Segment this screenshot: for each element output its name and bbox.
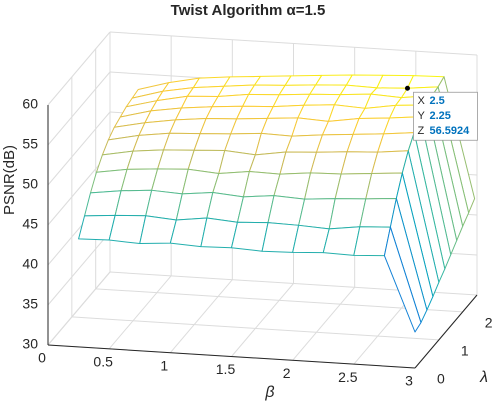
y-axis-label: λ <box>479 369 488 386</box>
grid-line <box>95 288 463 313</box>
mesh-cell <box>200 217 238 249</box>
x-tick-label: 1 <box>160 357 168 373</box>
datatip-label: Z <box>417 125 424 137</box>
datatip-marker <box>404 85 410 91</box>
x-axis-label: β <box>264 384 274 401</box>
x-tick-label: 0.5 <box>93 354 113 370</box>
datatip-label: Y <box>417 110 425 122</box>
x-tick-label: 3 <box>405 373 413 389</box>
grid-line <box>47 271 111 346</box>
z-tick-label: 30 <box>22 336 38 352</box>
mesh-cell <box>383 226 422 333</box>
y-tick-label: 0 <box>437 371 445 387</box>
z-tick-label: 35 <box>22 296 38 312</box>
grid-line <box>71 316 439 341</box>
datatip-value: 2.25 <box>429 110 450 122</box>
x-tick-label: 0 <box>38 350 46 366</box>
z-tick-label: 55 <box>22 136 38 152</box>
datatip-value: 2.5 <box>429 95 444 107</box>
y-tick-label: 2 <box>485 315 493 331</box>
y-axis <box>414 294 478 369</box>
datatip-value: 56.5924 <box>429 125 470 137</box>
grid-line <box>109 31 478 56</box>
x-axis <box>47 344 416 369</box>
grid-line <box>231 283 294 357</box>
mesh-cell <box>267 195 306 226</box>
datatip: X 2.5 Y 2.25 Z 56.5924 <box>413 91 478 141</box>
x-tick-label: 2.5 <box>338 369 358 385</box>
grid-line <box>108 275 172 350</box>
x-tick-label: 2 <box>283 365 291 381</box>
grid-line <box>47 71 111 146</box>
grid-line <box>292 287 356 361</box>
grid-line <box>47 31 111 106</box>
mesh-cell <box>206 192 244 223</box>
chart-title: Twist Algorithm α=1.5 <box>171 2 326 19</box>
x-tick-label: 1.5 <box>216 361 236 377</box>
y-tick-label: 1 <box>461 343 469 359</box>
z-tick-label: 40 <box>22 256 38 272</box>
z-tick-label: 50 <box>22 176 38 192</box>
mesh-cell <box>145 189 183 221</box>
z-tick-label: 60 <box>22 96 38 112</box>
grid-line <box>47 231 111 306</box>
datatip-label: X <box>417 95 425 107</box>
grid-line <box>169 279 233 353</box>
z-axis-label: PSNR(dB) <box>1 145 18 215</box>
datatip-box <box>413 91 478 141</box>
z-tick-label: 45 <box>22 216 38 232</box>
grid-line <box>47 111 111 186</box>
mesh-cell <box>292 224 330 254</box>
